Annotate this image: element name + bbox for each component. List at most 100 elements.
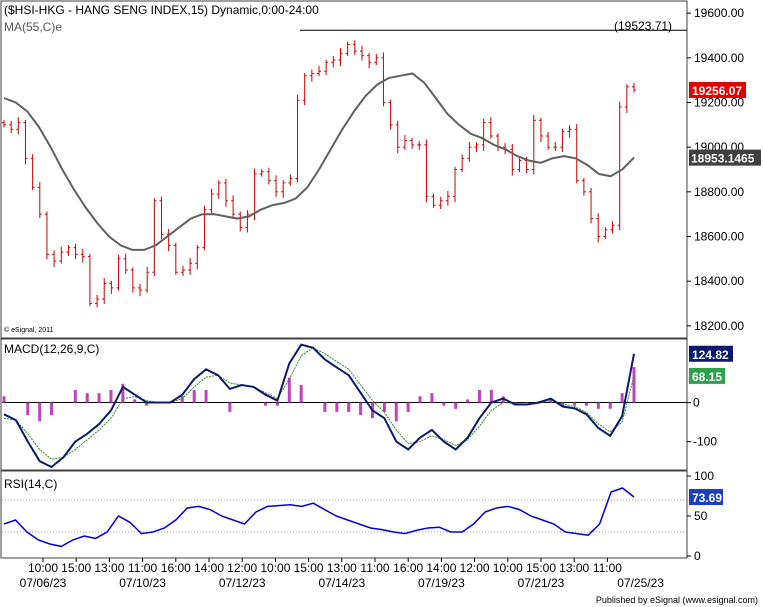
price-bar [367, 52, 372, 69]
price-bar [231, 195, 236, 217]
price-axis-label: 19400.00 [694, 51, 744, 65]
price-bar [102, 278, 107, 304]
price-bar [44, 211, 49, 260]
price-bar [331, 56, 336, 68]
price-bar [238, 211, 243, 232]
macd-signal-line [3, 347, 635, 460]
signal-value: 68.15 [692, 370, 722, 384]
price-bar [266, 167, 271, 185]
price-bar [596, 213, 601, 243]
price-bar [80, 249, 85, 263]
price-bar [37, 182, 42, 218]
ma-line [3, 72, 635, 251]
date-axis-label: 07/19/23 [418, 576, 465, 590]
price-bar [216, 180, 221, 199]
macd-line [3, 343, 635, 469]
price-panel-frame [0, 0, 688, 339]
price-bar [145, 266, 150, 293]
price-bar [274, 175, 279, 197]
price-bar [417, 140, 422, 150]
time-axis-label: 15:00 [294, 561, 324, 575]
price-bar [345, 41, 350, 57]
last-price-badge [689, 81, 746, 98]
price-bar [517, 157, 522, 173]
date-axis-label: 07/12/23 [219, 576, 266, 590]
time-axis-label: 11:00 [128, 561, 157, 575]
price-bar [338, 48, 343, 67]
macd-value-badge [689, 345, 733, 362]
price-bar [123, 253, 128, 274]
rsi-value: 73.69 [692, 491, 722, 505]
price-bar [402, 135, 407, 150]
time-axis-label: 13:00 [327, 561, 357, 575]
price-bar [617, 101, 622, 231]
price-bar [202, 205, 207, 251]
signal-value-badge [689, 367, 725, 384]
date-axis-label: 07/06/23 [20, 576, 67, 590]
price-bar [324, 59, 329, 76]
price-bar [410, 137, 415, 149]
price-bar [16, 117, 21, 135]
price-bar [52, 250, 57, 268]
rsi-value-badge [689, 489, 723, 506]
price-bar [531, 115, 536, 175]
time-axis-label: 10:00 [260, 561, 290, 575]
price-bar [574, 123, 579, 184]
macd-value: 124.82 [692, 348, 729, 362]
price-bar [474, 142, 479, 153]
rsi-title: RSI(14,C) [4, 477, 57, 491]
last-price-value: 19256.07 [692, 84, 742, 98]
price-bar [567, 125, 572, 138]
rsi-axis-label: 0 [694, 549, 701, 563]
time-axis-label: 15:00 [526, 561, 556, 575]
rsi-axis-label: 100 [694, 469, 714, 483]
price-bar [388, 99, 393, 130]
watermark: © eSignal, 2011 [4, 326, 54, 334]
price-bar [259, 169, 264, 177]
price-bar [424, 139, 429, 203]
time-axis-label: 10:00 [28, 561, 58, 575]
price-bar [95, 295, 100, 308]
price-axis-label: 18600.00 [694, 230, 744, 244]
price-bar [632, 82, 636, 93]
price-bar [431, 193, 436, 208]
time-axis-label: 10:00 [493, 561, 523, 575]
price-bar [581, 177, 586, 196]
price-bar [152, 198, 157, 277]
time-axis-label: 16:00 [393, 561, 423, 575]
date-axis-label: 07/14/23 [318, 576, 365, 590]
price-axis-label: 18800.00 [694, 185, 744, 199]
macd-axis-label: 0 [693, 396, 700, 410]
time-axis-label: 11:00 [360, 561, 389, 575]
price-bar [2, 119, 6, 128]
price-bar [317, 65, 321, 77]
chart-title: ($HSI-HKG - HANG SENG INDEX,15) Dynamic,… [4, 3, 319, 17]
rsi-line [3, 487, 635, 548]
price-bar [546, 131, 551, 150]
ma-label: MA(55,C)e [4, 20, 62, 34]
time-axis-label: 12:00 [227, 561, 257, 575]
price-bar [159, 196, 164, 240]
price-bar [453, 166, 458, 203]
publisher-credit: Published by eSignal (www.esignal.com) [596, 595, 758, 605]
time-axis-label: 15:00 [61, 561, 91, 575]
price-bar [87, 253, 92, 307]
price-bar [488, 117, 493, 139]
price-bar [445, 190, 450, 206]
price-bar [180, 265, 185, 277]
price-bar [209, 188, 214, 214]
price-bar [610, 221, 615, 234]
price-bar [23, 119, 28, 165]
rsi-panel-frame [0, 470, 688, 559]
price-bar [302, 73, 307, 106]
price-bar [73, 243, 78, 260]
price-bar [374, 53, 379, 65]
price-bar [460, 154, 465, 173]
price-bar [481, 118, 486, 151]
price-bar [395, 120, 400, 154]
price-bar [603, 227, 608, 240]
price-bar [309, 69, 314, 82]
price-bar [510, 144, 515, 176]
